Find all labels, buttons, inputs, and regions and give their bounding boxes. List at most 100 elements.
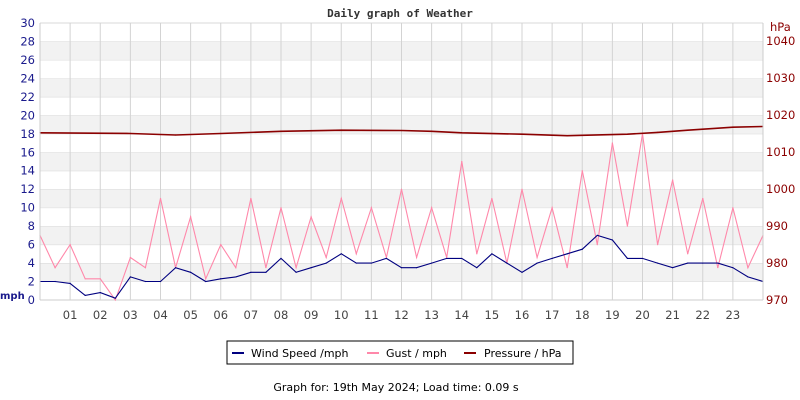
data-point-gust <box>295 267 297 269</box>
data-point-gust <box>54 267 56 269</box>
data-point-gust <box>551 207 553 209</box>
left-tick-label: 22 <box>20 90 35 104</box>
data-point-pressure <box>174 134 177 136</box>
series-lines <box>39 125 764 302</box>
data-point-wind <box>415 267 418 269</box>
data-point-wind <box>159 280 162 283</box>
chart-title: Daily graph of Weather <box>327 7 473 20</box>
data-point-wind <box>385 257 388 260</box>
data-point-wind <box>54 280 56 283</box>
x-tick-label: 18 <box>575 308 590 322</box>
data-point-pressure <box>626 133 629 135</box>
data-point-gust <box>626 225 629 227</box>
data-point-wind <box>596 234 598 236</box>
data-point-gust <box>325 256 327 259</box>
data-point-wind <box>310 267 312 269</box>
data-point-pressure <box>129 132 131 135</box>
data-point-gust <box>69 244 71 246</box>
data-point-wind <box>174 267 177 269</box>
x-tick-label: 15 <box>485 308 500 322</box>
x-axis-ticks: 01 02 03 04 05 06 07 08 09 10 11 12 13 14 15 16 17 18 19 20… <box>63 308 740 322</box>
data-point-wind <box>235 276 237 278</box>
data-point-gust <box>702 197 704 200</box>
data-point-gust <box>672 179 674 181</box>
legend-wind: Wind Speed /mph <box>251 347 349 360</box>
legend-pressure: Pressure / hPa <box>484 347 562 360</box>
left-tick-label: 20 <box>20 108 35 122</box>
right-tick-label: 1040 <box>766 34 795 48</box>
data-point-wind <box>446 257 448 260</box>
x-tick-label: 23 <box>726 308 741 322</box>
data-point-wind <box>205 280 207 283</box>
data-point-wind <box>687 262 689 264</box>
x-tick-label: 05 <box>183 308 198 322</box>
data-point-wind <box>265 271 267 273</box>
x-tick-label: 19 <box>605 308 620 322</box>
x-tick-label: 11 <box>364 308 379 322</box>
left-tick-label: 2 <box>28 275 35 289</box>
data-point-pressure <box>220 132 222 135</box>
left-tick-label: 26 <box>20 53 35 67</box>
data-point-gust <box>596 244 598 246</box>
data-point-pressure <box>521 133 523 135</box>
data-point-gust <box>370 207 372 209</box>
data-point-gust <box>385 256 388 259</box>
data-point-gust <box>340 197 342 200</box>
x-tick-label: 03 <box>123 308 138 322</box>
legend-box <box>226 340 574 365</box>
right-tick-label: 980 <box>766 256 788 270</box>
data-point-gust <box>521 188 523 190</box>
data-point-gust <box>84 278 86 280</box>
left-tick-label: 0 <box>28 293 35 307</box>
data-point-wind <box>641 257 644 260</box>
data-point-wind <box>325 262 327 264</box>
data-point-wind <box>702 262 704 264</box>
data-point-pressure <box>431 130 433 132</box>
vertical-gridlines <box>69 23 734 300</box>
data-point-wind <box>521 271 523 273</box>
data-point-wind <box>656 262 659 264</box>
data-point-pressure <box>400 129 403 132</box>
left-tick-label: 24 <box>20 71 35 85</box>
data-point-gust <box>415 256 418 259</box>
legend-gust: Gust / mph <box>386 347 447 360</box>
x-tick-label: 07 <box>244 308 259 322</box>
x-tick-label: 16 <box>515 308 530 322</box>
data-point-gust <box>250 197 252 200</box>
left-tick-label: 14 <box>20 164 35 178</box>
left-tick-label: 8 <box>28 219 35 233</box>
x-tick-label: 08 <box>274 308 289 322</box>
data-point-wind <box>732 267 734 269</box>
left-tick-label: 4 <box>28 256 35 270</box>
left-tick-label: 12 <box>20 182 35 196</box>
data-point-pressure <box>732 126 734 128</box>
data-point-wind <box>99 292 101 294</box>
right-tick-label: 1030 <box>766 71 795 85</box>
data-point-gust <box>461 160 463 163</box>
data-point-wind <box>491 253 493 255</box>
data-point-wind <box>114 297 116 299</box>
data-point-pressure <box>656 131 659 133</box>
data-point-wind <box>476 267 478 269</box>
data-point-wind <box>747 276 749 278</box>
right-tick-label: 970 <box>766 293 788 307</box>
data-point-pressure <box>340 129 342 131</box>
left-tick-label: 6 <box>28 238 35 252</box>
data-point-gust <box>400 188 403 190</box>
footer-text: Graph for: 19th May 2024; Load time: 0.0… <box>273 381 519 394</box>
data-point-gust <box>129 256 131 259</box>
data-point-wind <box>190 271 192 273</box>
data-point-gust <box>190 216 192 218</box>
left-tick-label: 10 <box>20 201 35 215</box>
x-tick-label: 04 <box>153 308 168 322</box>
x-tick-label: 10 <box>334 308 349 322</box>
data-point-gust <box>159 197 162 200</box>
right-tick-label: 1010 <box>766 145 795 159</box>
data-point-gust <box>717 267 719 269</box>
data-point-gust <box>235 267 237 269</box>
right-axis-label: hPa <box>770 20 791 34</box>
data-point-wind <box>355 262 357 264</box>
data-point-pressure <box>687 129 689 131</box>
data-point-wind <box>672 267 674 269</box>
